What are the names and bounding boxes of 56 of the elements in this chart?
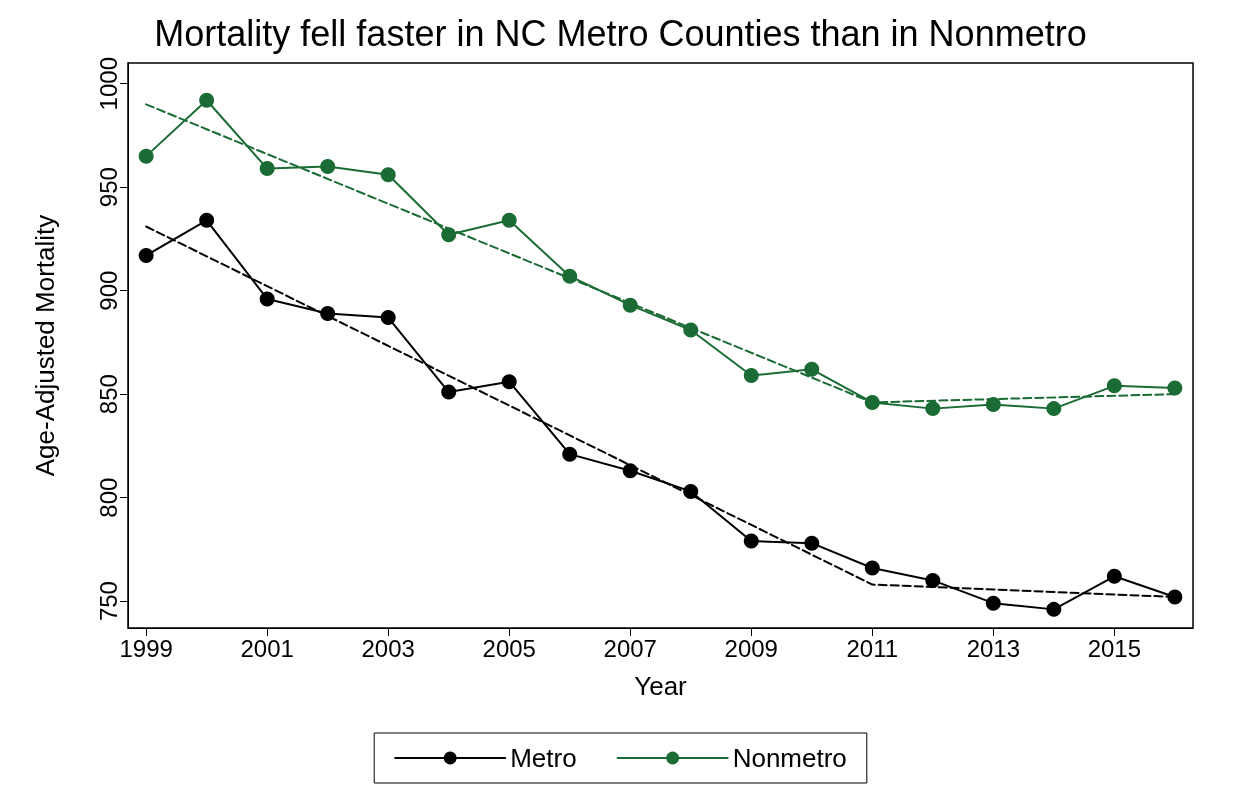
point: [622, 463, 638, 479]
point: [138, 148, 154, 164]
x-tick-label: 2007: [603, 634, 657, 662]
point: [199, 212, 215, 228]
legend-label: Nonmetro: [732, 743, 847, 773]
point: [925, 572, 941, 588]
point: [1046, 401, 1062, 417]
point: [804, 361, 820, 377]
x-tick-label: 2001: [240, 634, 294, 662]
point: [259, 161, 275, 177]
point: [380, 310, 396, 326]
point: [501, 212, 517, 228]
point: [380, 167, 396, 183]
point: [138, 247, 154, 263]
x-axis-title: Year: [634, 671, 688, 701]
point: [804, 535, 820, 551]
point: [1106, 568, 1122, 584]
x-tick-label: 2005: [482, 634, 536, 662]
y-axis-title: Age-Adjusted Mortality: [30, 214, 60, 477]
point: [501, 374, 517, 390]
point: [562, 446, 578, 462]
x-tick-label: 2013: [966, 634, 1021, 662]
point: [622, 297, 638, 313]
point: [259, 291, 275, 307]
x-tick-label: 2003: [361, 634, 415, 662]
point: [1167, 589, 1183, 605]
legend-label: Metro: [510, 743, 577, 773]
x-tick-label: 2015: [1087, 634, 1142, 662]
point: [743, 533, 759, 549]
x-tick-label: 2011: [846, 634, 899, 662]
point: [441, 384, 457, 400]
y-tick-label: 750: [94, 581, 122, 622]
y-tick-label: 800: [94, 477, 122, 518]
point: [864, 560, 880, 576]
point: [925, 401, 941, 417]
point: [441, 227, 457, 243]
chart-title: Mortality fell faster in NC Metro Counties than in Nonmetro: [154, 12, 1087, 54]
point: [320, 158, 336, 174]
y-tick-label: 900: [94, 270, 122, 311]
y-tick-label: 950: [94, 167, 122, 208]
point: [683, 483, 699, 499]
point: [864, 394, 880, 410]
x-tick-label: 1999: [119, 634, 173, 662]
point: [320, 305, 336, 321]
y-tick-label: 1000: [94, 57, 122, 111]
point: [985, 595, 1001, 611]
y-tick-label: 850: [94, 374, 122, 415]
point: [199, 92, 215, 108]
point: [743, 368, 759, 383]
point: [1167, 380, 1183, 396]
point: [562, 268, 578, 284]
point: [1106, 378, 1122, 394]
point: [985, 396, 1001, 412]
point: [683, 322, 699, 338]
x-tick-label: 2009: [724, 634, 778, 662]
point: [1046, 601, 1062, 617]
